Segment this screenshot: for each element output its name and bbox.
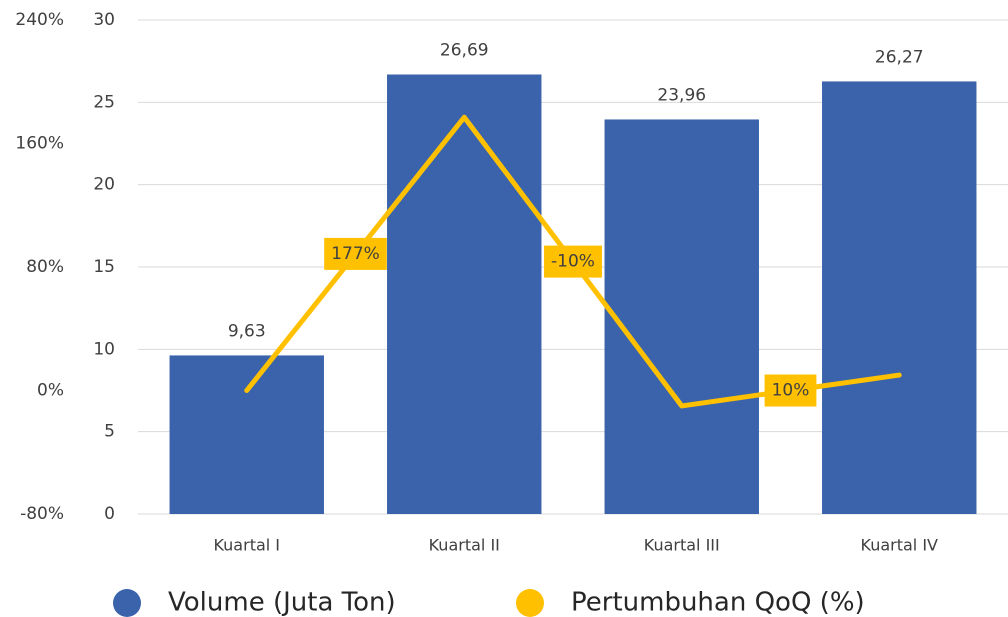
- y-tick-label: 10: [93, 339, 115, 359]
- legend-marker: [516, 589, 544, 617]
- legend-label: Volume (Juta Ton): [168, 588, 396, 617]
- data-label: 9,63: [228, 321, 266, 341]
- x-tick-label: Kuartal III: [644, 536, 720, 555]
- data-label: -10%: [551, 252, 595, 272]
- y2-tick-label: 0%: [37, 381, 64, 401]
- y-tick-label: 30: [93, 10, 115, 30]
- y2-tick-label: -80%: [20, 504, 64, 524]
- data-label-box: [324, 237, 387, 270]
- bar: [387, 74, 542, 514]
- data-label: 26,27: [875, 47, 924, 67]
- data-label: 10%: [772, 381, 810, 401]
- x-tick-label: Kuartal II: [429, 536, 500, 555]
- x-tick-label: Kuartal I: [213, 536, 280, 555]
- y-tick-label: 5: [104, 422, 115, 442]
- data-label: 177%: [331, 244, 380, 264]
- data-label: 23,96: [657, 85, 706, 105]
- bar: [822, 81, 977, 515]
- y-tick-label: 0: [104, 504, 115, 524]
- y-tick-label: 25: [93, 92, 115, 112]
- y2-tick-label: 80%: [26, 257, 64, 277]
- legend-marker: [113, 589, 141, 617]
- y2-tick-label: 160%: [15, 134, 64, 154]
- data-label-box: [544, 245, 602, 278]
- bar: [604, 119, 759, 514]
- y-tick-label: 20: [93, 175, 115, 195]
- y-tick-label: 15: [93, 257, 115, 277]
- data-label-box: [764, 374, 817, 407]
- legend-label: Pertumbuhan QoQ (%): [571, 588, 865, 617]
- x-tick-label: Kuartal IV: [861, 536, 939, 555]
- data-label: 26,69: [440, 41, 489, 61]
- y2-tick-label: 240%: [15, 10, 64, 30]
- bar: [169, 355, 324, 514]
